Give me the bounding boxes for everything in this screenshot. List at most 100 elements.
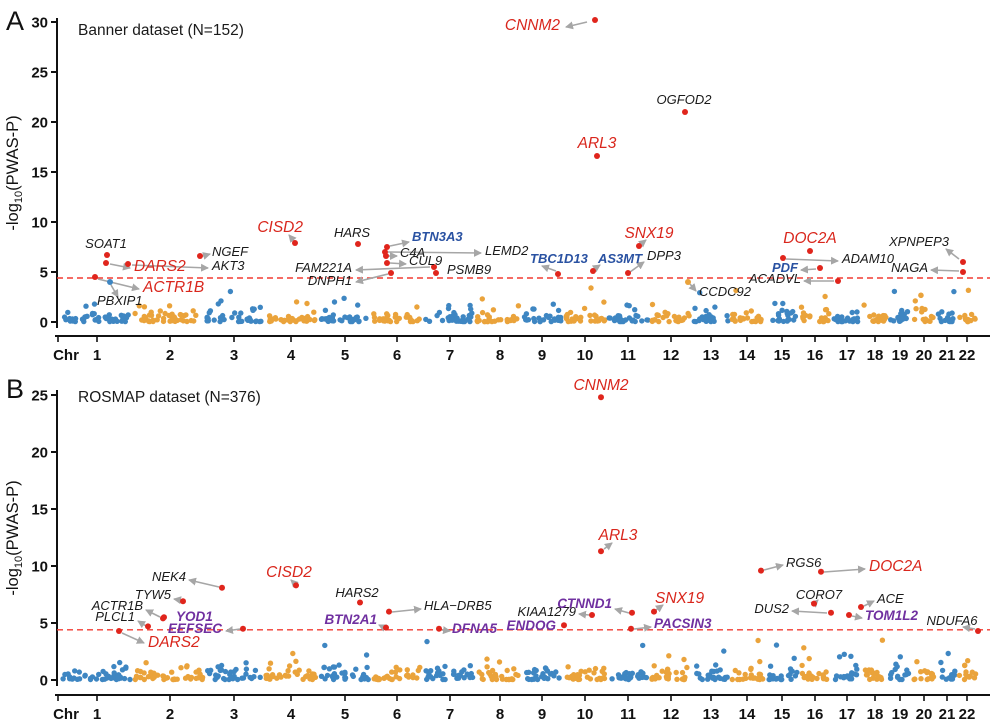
data-point [853,672,860,678]
data-point [326,314,332,321]
panel-letter-b: B [6,374,25,404]
data-point [750,675,756,681]
x-tick-label: 11 [620,347,636,364]
data-point [891,288,898,295]
data-point [717,675,723,682]
leader-line-DNPH1 [355,273,389,285]
background-points [60,637,979,683]
gene-label-HLA−DRB5: HLA−DRB5 [424,598,492,613]
gene-label-DARS2: DARS2 [134,258,186,275]
data-point [794,669,800,676]
data-point [938,318,945,325]
gene-label-RGS6: RGS6 [786,555,822,570]
data-point [712,304,718,310]
data-point [384,673,390,679]
data-point [748,666,754,673]
data-point [371,311,377,317]
data-point [145,674,152,680]
gene-point-HARS2 [357,599,363,606]
data-point [62,671,68,678]
gene-point-HLA−DRB5 [386,608,392,615]
data-point [924,669,930,676]
data-point [895,315,902,322]
x-tick-label: 5 [341,706,349,723]
data-point [511,666,517,672]
gene-point-PLCL1 [145,623,151,630]
leader-line-DARS2 [109,262,131,271]
gene-label-DNPH1: DNPH1 [308,273,352,288]
data-point [870,318,876,324]
leader-line-CNNM2 [565,21,588,30]
data-point [881,316,888,322]
leader-line-AKT3 [131,263,209,272]
data-point [133,673,140,679]
gene-point-ENDOG [561,622,567,629]
data-point [531,306,537,312]
data-point [740,676,746,682]
y-tick-label: 10 [31,215,48,232]
data-point [790,308,796,315]
gene-label-NEK4: NEK4 [152,569,186,584]
data-point [712,676,718,683]
leader-line-PACSIN3 [633,623,652,632]
data-point [770,673,776,679]
data-point [849,309,855,316]
data-point [665,674,671,680]
data-point [833,673,840,679]
y-tick-label: 5 [40,265,48,282]
data-point [292,669,298,675]
data-point [802,673,808,680]
data-point [389,669,395,675]
data-point [101,676,108,682]
data-point [798,304,805,310]
gene-label-DOC2A: DOC2A [783,230,836,247]
background-points [61,285,978,325]
x-tick-label: 15 [774,347,791,364]
data-point [956,672,963,679]
gene-label-PACSIN3: PACSIN3 [654,616,712,631]
data-point [93,676,100,682]
gene-label-HARS2: HARS2 [335,585,379,600]
gene-point-DUS2 [828,609,834,616]
data-point [655,312,661,318]
data-point [76,676,83,682]
data-point [675,318,681,325]
gene-point-OGFOD2 [682,109,688,115]
data-point [489,676,495,683]
x-tick-label: 9 [538,347,546,364]
data-point [150,675,156,682]
data-point [123,664,129,670]
gene-point-NEK4 [219,584,225,591]
data-point [307,676,313,682]
data-point [912,676,918,682]
data-point [644,317,650,323]
gene-label-BTN2A1: BTN2A1 [324,612,377,627]
data-point [410,672,416,678]
data-point [134,668,141,674]
x-tick-label: 13 [703,706,720,723]
data-point [426,318,433,324]
gene-label-NDUFA6: NDUFA6 [926,613,978,628]
data-point [930,314,936,321]
data-point [184,664,190,670]
x-tick-label: 2 [166,347,174,364]
gene-label-CUL9: CUL9 [409,253,442,268]
data-point [575,676,581,683]
gene-label-NGEF: NGEF [212,244,249,259]
data-point [204,315,210,321]
gene-point-NDUFA6 [975,628,981,634]
data-point [751,318,757,324]
data-point [601,671,607,677]
data-point [392,669,399,675]
x-tick-label: 14 [739,347,756,364]
data-point [243,666,250,672]
x-tick-label: 18 [867,347,884,364]
x-tick-label: 12 [663,706,680,723]
data-point [229,314,235,321]
gene-label-OGFOD2: OGFOD2 [657,92,713,107]
data-point [696,317,702,324]
data-point [404,667,410,673]
gene-point-AS3MT [590,268,596,274]
gene-label-SOAT1: SOAT1 [85,236,127,251]
